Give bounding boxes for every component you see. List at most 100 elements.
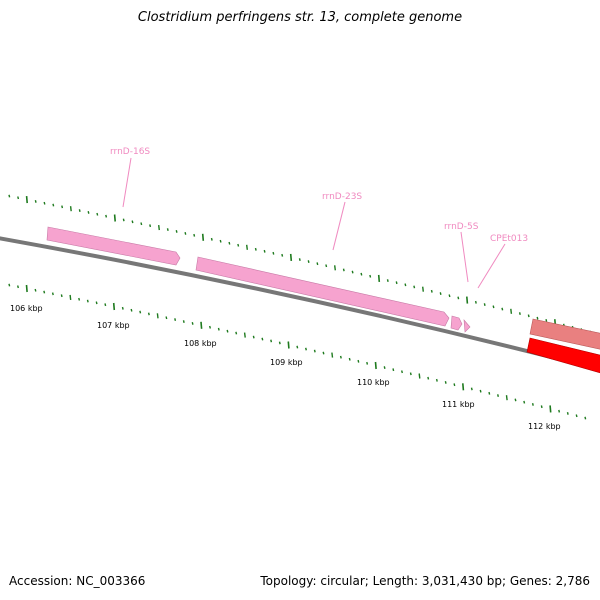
- inner-tick-mark: [523, 400, 526, 404]
- inner-tick-mark: [139, 310, 142, 314]
- inner-tick-mark: [95, 301, 98, 305]
- outer-tick-mark: [193, 233, 196, 237]
- gene-rrnD-5S[interactable]: [450, 315, 463, 331]
- inner-tick-mark: [470, 387, 473, 391]
- inner-tick-mark: [305, 347, 307, 351]
- inner-tick-mark: [348, 357, 351, 361]
- outer-tick-mark: [272, 251, 275, 255]
- genome-backbone: [0, 236, 600, 372]
- outer-tick-mark: [105, 214, 108, 218]
- map-title: Clostridium perfringens str. 13, complet…: [137, 10, 463, 25]
- gene-rrnD-23S[interactable]: [195, 256, 450, 327]
- inner-tick-mark: [549, 405, 552, 413]
- outer-tick-mark: [307, 260, 310, 263]
- inner-tick-mark: [558, 409, 561, 413]
- outer-tick-mark: [149, 224, 152, 228]
- inner-tick-mark: [147, 312, 150, 316]
- outer-tick-mark: [237, 243, 240, 247]
- inner-tick-mark: [34, 288, 37, 292]
- inner-tick-mark: [531, 403, 534, 406]
- inner-tick-mark: [287, 341, 290, 349]
- outer-tick-mark: [377, 274, 381, 282]
- inner-tick-mark: [121, 306, 124, 310]
- inner-tick-mark: [60, 294, 63, 298]
- inner-tick-mark: [156, 313, 159, 319]
- outer-tick-mark: [413, 285, 416, 289]
- outer-tick-mark: [492, 305, 495, 309]
- inner-tick-mark: [191, 322, 194, 325]
- outer-tick-mark: [175, 230, 178, 233]
- outer-tick-mark: [422, 286, 424, 292]
- outer-tick-mark: [184, 232, 187, 235]
- outer-tick-mark: [510, 308, 513, 314]
- tick-label: 110 kbp: [357, 378, 390, 387]
- inner-tick-mark: [165, 316, 168, 320]
- inner-tick-mark: [497, 394, 499, 397]
- leader-rrnD-5S: [460, 231, 469, 283]
- inner-tick-mark: [374, 361, 377, 370]
- outer-tick-mark: [360, 272, 363, 276]
- genome-summary-text: Topology: circular; Length: 3,031,430 bp…: [260, 574, 590, 588]
- tick-label: 106 kbp: [10, 304, 43, 313]
- cds-forward[interactable]: [529, 318, 600, 350]
- outer-tick-mark: [201, 233, 205, 241]
- inner-tick-mark: [174, 318, 177, 321]
- outer-tick-mark: [483, 303, 486, 306]
- outer-tick-mark: [325, 264, 328, 268]
- outer-tick-mark: [518, 312, 521, 315]
- label-CPEt013: CPEt013: [490, 234, 528, 244]
- gene-CPEt013[interactable]: [463, 319, 471, 333]
- outer-tick-mark: [140, 222, 143, 226]
- inner-tick-mark: [401, 370, 403, 374]
- tick-label: 107 kbp: [97, 321, 130, 330]
- gene-rrnD-16S[interactable]: [46, 226, 181, 266]
- outer-tick-mark: [34, 200, 37, 203]
- outer-tick-mark: [501, 307, 504, 311]
- outer-tick-mark: [122, 218, 125, 222]
- cds-reverse[interactable]: [526, 337, 600, 374]
- outer-tick-mark: [474, 300, 477, 304]
- inner-tick-mark: [243, 332, 246, 338]
- inner-tick-mark: [296, 345, 299, 349]
- leader-rrnD-23S: [332, 201, 346, 251]
- inner-tick-mark: [86, 299, 89, 303]
- inner-tick-mark: [479, 389, 482, 393]
- inner-tick-mark: [339, 355, 342, 359]
- inner-tick-mark: [366, 361, 369, 365]
- outer-tick-mark: [17, 196, 20, 200]
- outer-tick-mark: [96, 212, 99, 216]
- outer-tick-mark: [25, 196, 28, 204]
- inner-tick-mark: [331, 352, 334, 358]
- outer-tick-mark: [395, 281, 398, 285]
- inner-tick-mark: [392, 368, 395, 372]
- inner-tick-mark: [209, 325, 211, 329]
- inner-tick-mark: [462, 383, 465, 391]
- inner-tick-mark: [226, 329, 229, 333]
- outer-tick-mark: [69, 206, 72, 212]
- inner-tick-mark: [104, 303, 107, 307]
- inner-tick-mark: [409, 372, 412, 376]
- outer-tick-mark: [131, 220, 134, 224]
- inner-tick-mark: [252, 335, 255, 339]
- leader-CPEt013: [477, 243, 506, 289]
- outer-tick-mark: [457, 296, 460, 300]
- inner-tick-mark: [322, 351, 325, 355]
- outer-tick-mark: [334, 265, 336, 271]
- outer-tick-mark: [78, 209, 81, 212]
- inner-tick-mark: [278, 341, 281, 345]
- outer-tick-mark: [536, 316, 539, 320]
- outer-tick-mark: [263, 249, 266, 253]
- outer-tick-mark: [8, 194, 11, 198]
- inner-tick-mark: [540, 405, 543, 409]
- outer-tick-mark: [316, 262, 319, 266]
- inner-tick-mark: [112, 302, 116, 311]
- label-rrnD-23S: rrnD-23S: [322, 192, 362, 202]
- inner-tick-mark: [270, 339, 273, 343]
- accession-text: Accession: NC_003366: [9, 574, 146, 588]
- inner-tick-mark: [182, 320, 185, 323]
- outer-tick-mark: [281, 253, 284, 257]
- tick-label: 112 kbp: [528, 422, 561, 431]
- inner-tick-mark: [566, 412, 569, 415]
- inner-tick-mark: [453, 383, 456, 387]
